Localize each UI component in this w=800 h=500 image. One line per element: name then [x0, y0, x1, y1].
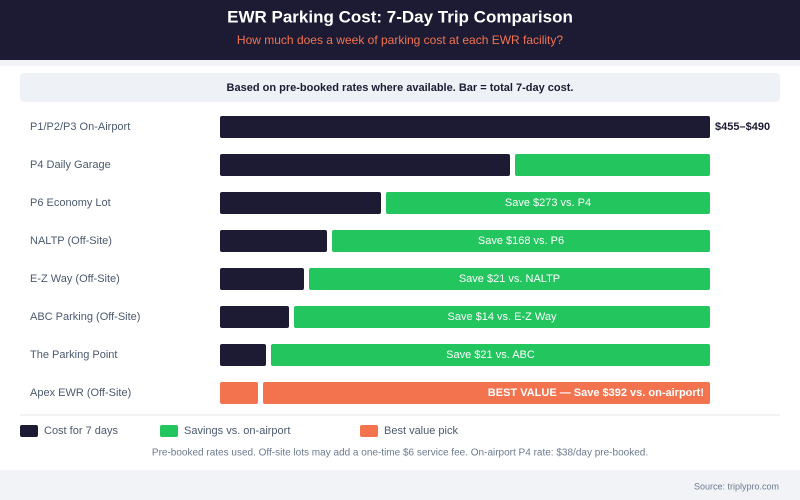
bar-segment	[220, 230, 327, 252]
bar-segment	[220, 192, 381, 214]
bar-segment	[220, 306, 289, 328]
category-label: P4 Daily Garage	[30, 159, 111, 171]
bar-note: Save $168 vs. P6	[478, 235, 564, 247]
bar-segment	[263, 382, 710, 404]
bar-segment	[294, 306, 710, 328]
bar-segment	[220, 116, 710, 138]
bar-note: Save $21 vs. NALTP	[459, 273, 560, 285]
bar-segment	[332, 230, 710, 252]
legend-label: Cost for 7 days	[44, 425, 118, 437]
source: Source: triplypro.com	[694, 481, 779, 491]
category-label: The Parking Point	[30, 349, 117, 361]
bar-segment	[271, 344, 710, 366]
category-label: P1/P2/P3 On-Airport	[30, 121, 130, 133]
category-label: E-Z Way (Off-Site)	[30, 273, 120, 285]
bar-note: Save $14 vs. E-Z Way	[447, 311, 557, 323]
footnote: Pre-booked rates used. Off-site lots may…	[152, 448, 648, 459]
bar-segment	[386, 192, 710, 214]
bar-segment	[515, 154, 710, 176]
category-label: Apex EWR (Off-Site)	[30, 387, 131, 399]
legend-label: Best value pick	[384, 425, 458, 437]
legend-swatch	[360, 425, 378, 437]
chart-subtitle: How much does a week of parking cost at …	[237, 33, 563, 47]
chart-title: EWR Parking Cost: 7-Day Trip Comparison	[227, 7, 573, 26]
bar-note: BEST VALUE — Save $392 vs. on-airport!	[488, 387, 704, 399]
value-label: $455–$490	[715, 121, 770, 133]
category-label: P6 Economy Lot	[30, 197, 111, 209]
legend-label: Savings vs. on-airport	[184, 425, 290, 437]
legend-swatch	[160, 425, 178, 437]
bar-note: Save $21 vs. ABC	[446, 349, 535, 361]
category-label: ABC Parking (Off-Site)	[30, 311, 140, 323]
bar-segment	[220, 154, 510, 176]
bar-segment	[220, 344, 266, 366]
header	[0, 0, 800, 60]
bar-note: Save $273 vs. P4	[505, 197, 591, 209]
category-label: NALTP (Off-Site)	[30, 235, 112, 247]
bar-segment	[220, 268, 304, 290]
legend-swatch	[20, 425, 38, 437]
note: Based on pre-booked rates where availabl…	[227, 82, 574, 94]
note-box	[20, 73, 780, 102]
bar-segment	[220, 382, 258, 404]
bar-segment	[309, 268, 710, 290]
